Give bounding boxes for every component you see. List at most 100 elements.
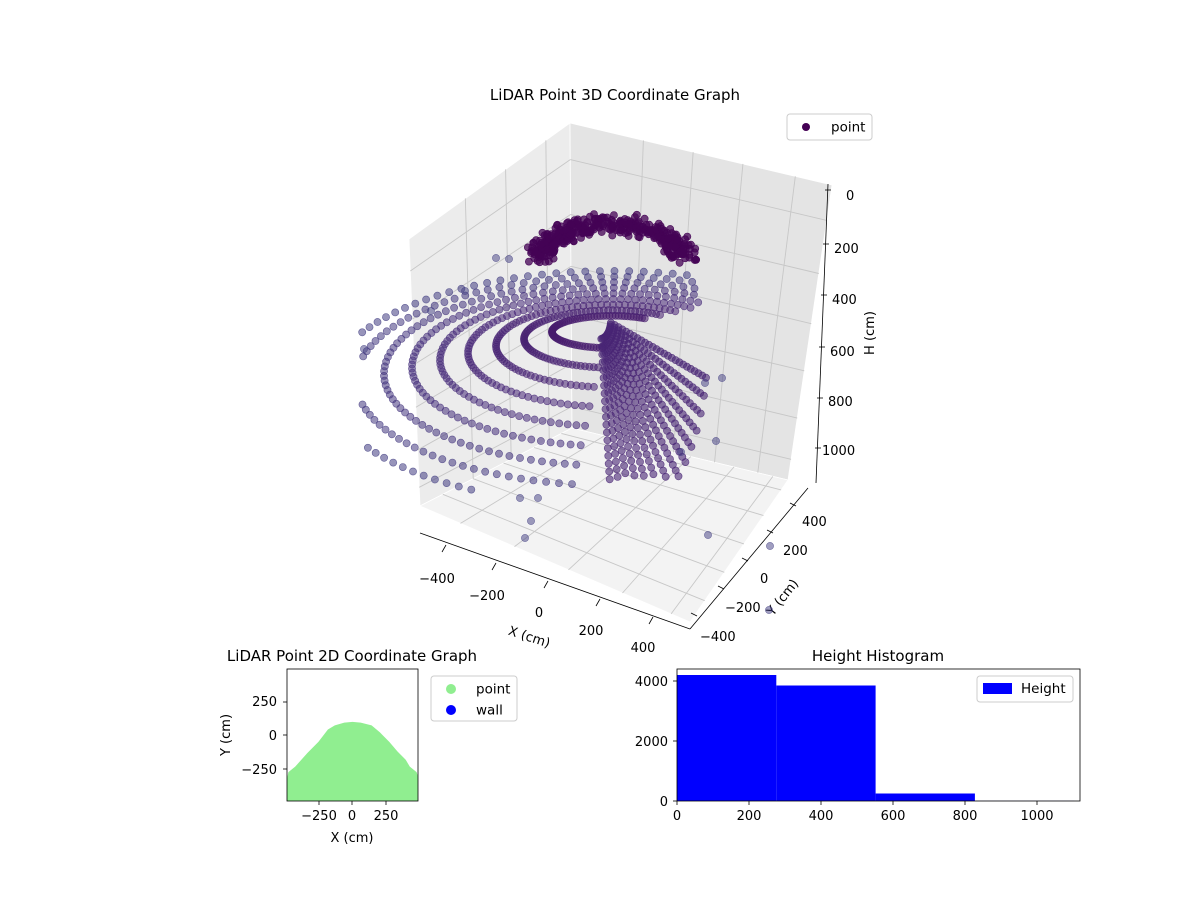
data-point: [467, 297, 476, 306]
data-point: [365, 323, 374, 331]
z-tick-label: 800: [828, 395, 853, 410]
data-point: [505, 452, 514, 460]
data-point: [612, 226, 621, 235]
data-point: [660, 286, 669, 295]
data-point: [516, 454, 524, 462]
data-point: [599, 366, 608, 374]
data-point: [518, 433, 526, 442]
data-point: [563, 280, 572, 288]
data-point: [603, 444, 612, 452]
data-point: [631, 213, 639, 221]
point-series-region: [287, 721, 418, 801]
data-point: [638, 464, 646, 473]
data-point: [441, 307, 450, 316]
data-point: [437, 321, 446, 330]
data-point: [625, 449, 634, 458]
histogram-bar: [776, 685, 876, 801]
data-point: [504, 472, 513, 481]
data-point: [373, 318, 382, 326]
z-axis-line: [815, 183, 829, 484]
gridline: [568, 456, 692, 571]
data-point: [409, 467, 417, 476]
data-point: [469, 464, 478, 473]
y-tick-label-hist: 0: [660, 795, 668, 810]
data-point: [566, 440, 575, 449]
x-tick-label: 400: [631, 641, 656, 656]
data-point: [571, 401, 579, 410]
data-point: [370, 415, 379, 424]
data-point: [602, 420, 611, 429]
data-point: [538, 301, 546, 310]
data-point: [376, 332, 385, 340]
histogram: Height Histogram 0 200 400 600 800 1000 …: [635, 647, 1081, 824]
data-point: [597, 334, 606, 343]
data-point: [610, 267, 619, 275]
data-point: [597, 228, 606, 236]
histogram-bars: [677, 675, 1075, 801]
data-point: [630, 471, 639, 480]
data-point: [527, 517, 535, 525]
data-point: [500, 429, 508, 438]
data-point: [483, 424, 492, 433]
data-point: [366, 342, 375, 350]
y-tick-label-2d: 250: [252, 695, 277, 710]
legend-marker-height: [983, 683, 1012, 694]
data-point: [529, 283, 538, 292]
data-point: [573, 216, 582, 225]
data-point: [407, 326, 416, 335]
data-point: [517, 474, 525, 483]
data-point: [522, 413, 531, 422]
data-point: [581, 421, 589, 430]
gridline: [473, 478, 725, 573]
data-point: [600, 381, 608, 390]
x-tick-label-hist: 600: [881, 809, 906, 824]
z-tick-label: 600: [830, 345, 855, 360]
plot-frame-hist: [676, 668, 1081, 802]
data-point: [649, 274, 658, 282]
axis-ticks-hist: [673, 680, 1038, 805]
legend-hist: Height: [976, 675, 1074, 703]
data-point: [462, 308, 471, 317]
data-point: [543, 397, 552, 406]
data-point: [419, 471, 428, 480]
data-point: [620, 461, 628, 470]
data-point: [585, 402, 594, 411]
x-tick-label-hist: 0: [673, 809, 681, 824]
y-tick-label: −200: [725, 601, 761, 616]
data-point: [497, 289, 506, 298]
data-point: [450, 294, 459, 303]
x-tick-label-hist: 200: [737, 809, 762, 824]
data-point: [391, 308, 400, 317]
data-point: [540, 282, 549, 291]
data-point: [639, 471, 648, 480]
gridline: [622, 466, 735, 594]
data-point: [537, 240, 545, 249]
data-point: [640, 284, 649, 293]
data-point: [664, 234, 672, 243]
x-tick-label-2d: 250: [374, 809, 399, 824]
data-point: [442, 318, 451, 327]
data-point: [649, 470, 658, 479]
data-point: [582, 219, 591, 227]
data-point: [581, 267, 590, 276]
data-point: [527, 435, 536, 444]
data-point: [485, 300, 493, 309]
data-point: [551, 281, 560, 289]
z-tick-label: 200: [834, 242, 859, 257]
data-point: [495, 305, 504, 314]
data-point: [454, 482, 463, 491]
data-point: [507, 281, 516, 289]
data-point: [679, 245, 688, 254]
data-point: [694, 298, 703, 307]
data-point: [426, 314, 435, 323]
data-point: [563, 400, 572, 409]
data-point: [632, 444, 640, 452]
data-point: [644, 290, 653, 299]
data-point: [605, 475, 614, 484]
data-point: [565, 291, 574, 300]
z-axis-ticks: [815, 189, 831, 449]
y-axis-line: [689, 487, 809, 630]
data-point: [380, 453, 388, 462]
data-point: [631, 417, 640, 426]
data-point: [686, 303, 695, 312]
